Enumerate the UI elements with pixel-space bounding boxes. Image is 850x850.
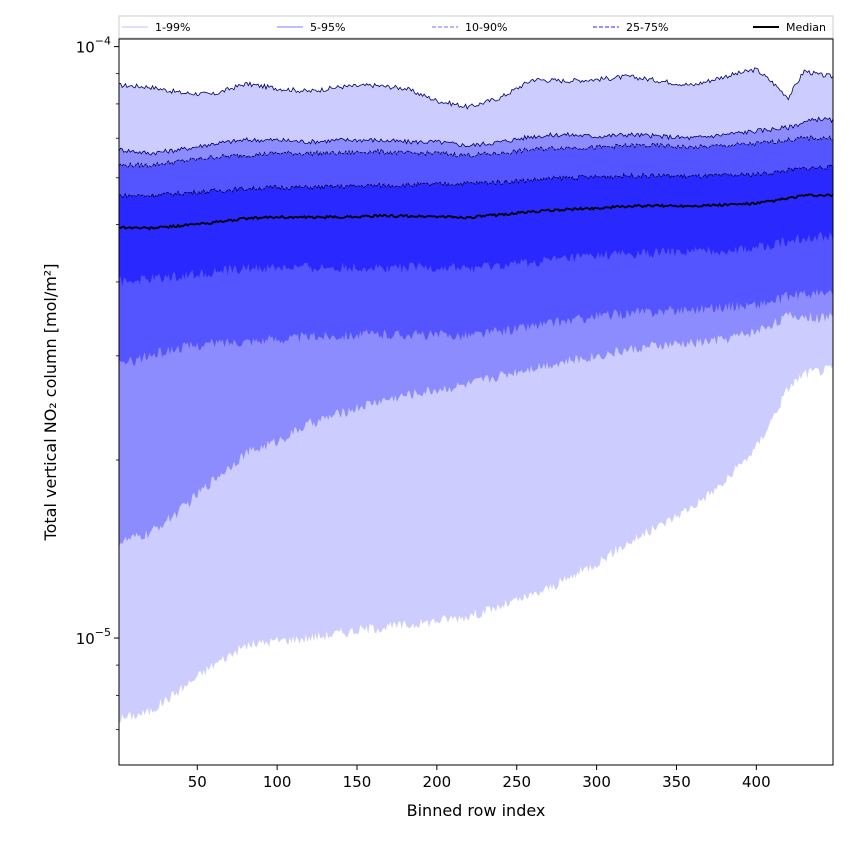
band-upper-edge-5-95% — [119, 116, 833, 156]
legend-label: 5-95% — [310, 21, 345, 34]
median-line — [119, 193, 833, 231]
band-25-75% — [119, 165, 833, 287]
band-upper-edge-25-75% — [119, 164, 833, 199]
x-axis: 50 100 150 200 250 300 350 400 — [188, 765, 771, 791]
x-tick-label: 300 — [582, 773, 611, 791]
plot-area-frame — [118, 38, 834, 766]
band-upper-edge-10-90% — [119, 135, 833, 169]
x-tick-label: 200 — [423, 773, 452, 791]
y-tick-label: 10−4 — [76, 35, 111, 57]
legend-item: 10-90% — [432, 21, 507, 34]
x-tick-label: 100 — [263, 773, 292, 791]
legend-item: 25-75% — [593, 21, 668, 34]
legend-label: 25-75% — [626, 21, 668, 34]
x-tick-label: 150 — [343, 773, 372, 791]
percentile-bands — [119, 67, 833, 723]
legend: 1-99% 5-95% 10-90% 25-75% Median — [118, 15, 834, 39]
x-tick-label: 400 — [742, 773, 771, 791]
x-axis-label: Binned row index — [407, 801, 546, 820]
legend-label: 1-99% — [155, 21, 190, 34]
band-edge-lines — [119, 67, 833, 199]
legend-box — [118, 15, 834, 39]
legend-label: 10-90% — [465, 21, 507, 34]
y-axis: 10−5 10−4 — [76, 35, 119, 731]
legend-label: Median — [786, 21, 826, 34]
band-upper-edge-1-99% — [119, 67, 833, 110]
median-series — [119, 193, 833, 231]
y-axis-label: Total vertical NO₂ column [mol/m²] — [41, 264, 60, 542]
legend-item: Median — [753, 21, 826, 34]
x-tick-label: 50 — [188, 773, 207, 791]
legend-item: 1-99% — [122, 21, 190, 34]
y-tick-label: 10−5 — [76, 626, 111, 648]
legend-item: 5-95% — [277, 21, 345, 34]
x-tick-label: 250 — [502, 773, 531, 791]
x-tick-label: 350 — [662, 773, 691, 791]
